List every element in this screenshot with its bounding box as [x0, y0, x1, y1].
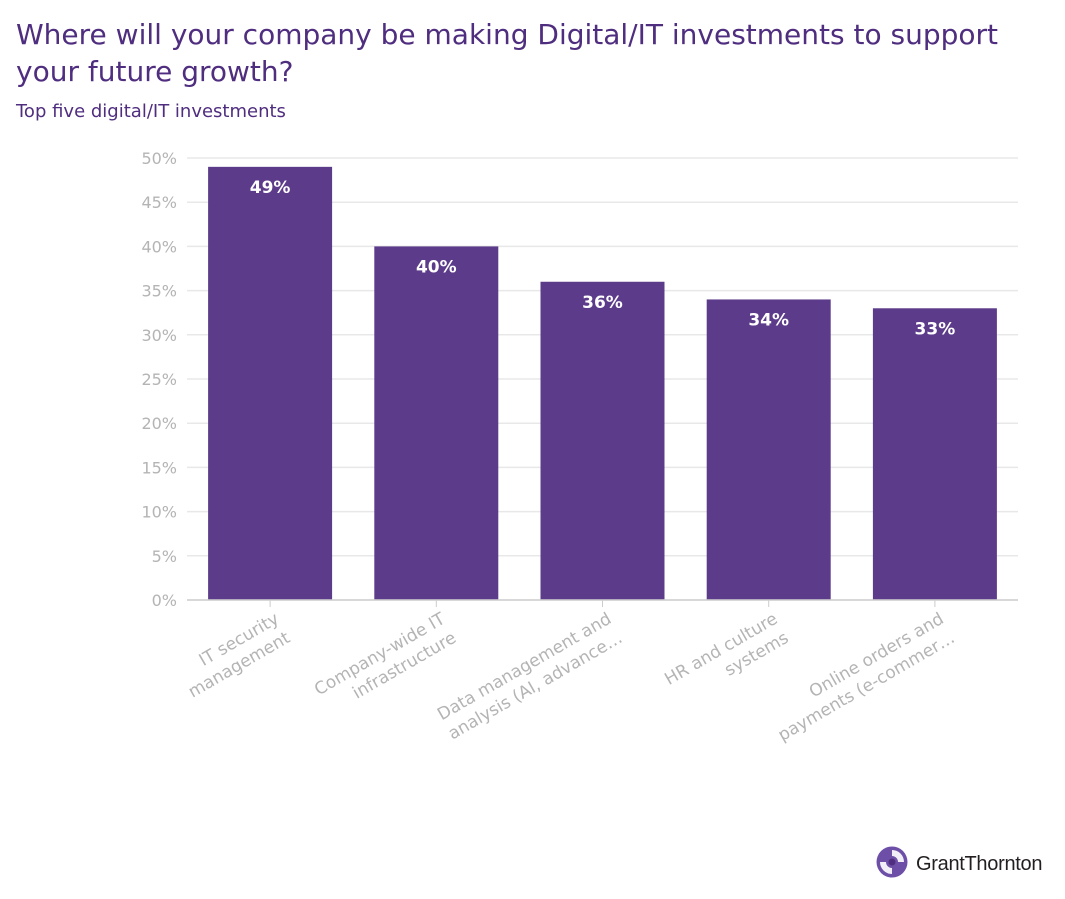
- bar-data-label: 40%: [416, 257, 457, 277]
- bar: [540, 281, 665, 600]
- y-tick-label: 20%: [141, 414, 177, 433]
- bar: [872, 308, 997, 600]
- y-tick-label: 30%: [141, 326, 177, 345]
- bar: [208, 166, 333, 600]
- brand-name: GrantThornton: [916, 852, 1043, 875]
- chart-title: Where will your company be making Digita…: [16, 18, 998, 88]
- bar-data-label: 36%: [582, 293, 623, 313]
- y-tick-label: 0%: [152, 591, 177, 610]
- y-tick-label: 10%: [141, 503, 177, 522]
- bar-data-label: 34%: [748, 310, 789, 330]
- y-tick-label: 45%: [141, 193, 177, 212]
- y-tick-label: 25%: [141, 370, 177, 389]
- y-tick-label: 15%: [141, 458, 177, 477]
- y-tick-label: 40%: [141, 237, 177, 256]
- bar: [706, 299, 831, 600]
- y-tick-label: 50%: [141, 149, 177, 168]
- y-tick-label: 35%: [141, 282, 177, 301]
- bar-data-label: 33%: [915, 319, 956, 339]
- y-tick-label: 5%: [152, 547, 177, 566]
- bar-data-label: 49%: [250, 178, 291, 198]
- x-tick-label-line: payments (e-commer…: [775, 628, 959, 746]
- chart-subtitle: Top five digital/IT investments: [16, 101, 286, 122]
- bar: [374, 246, 499, 600]
- brand-logo: GrantThornton: [876, 846, 1042, 882]
- grant-thornton-logo-icon: [876, 846, 908, 882]
